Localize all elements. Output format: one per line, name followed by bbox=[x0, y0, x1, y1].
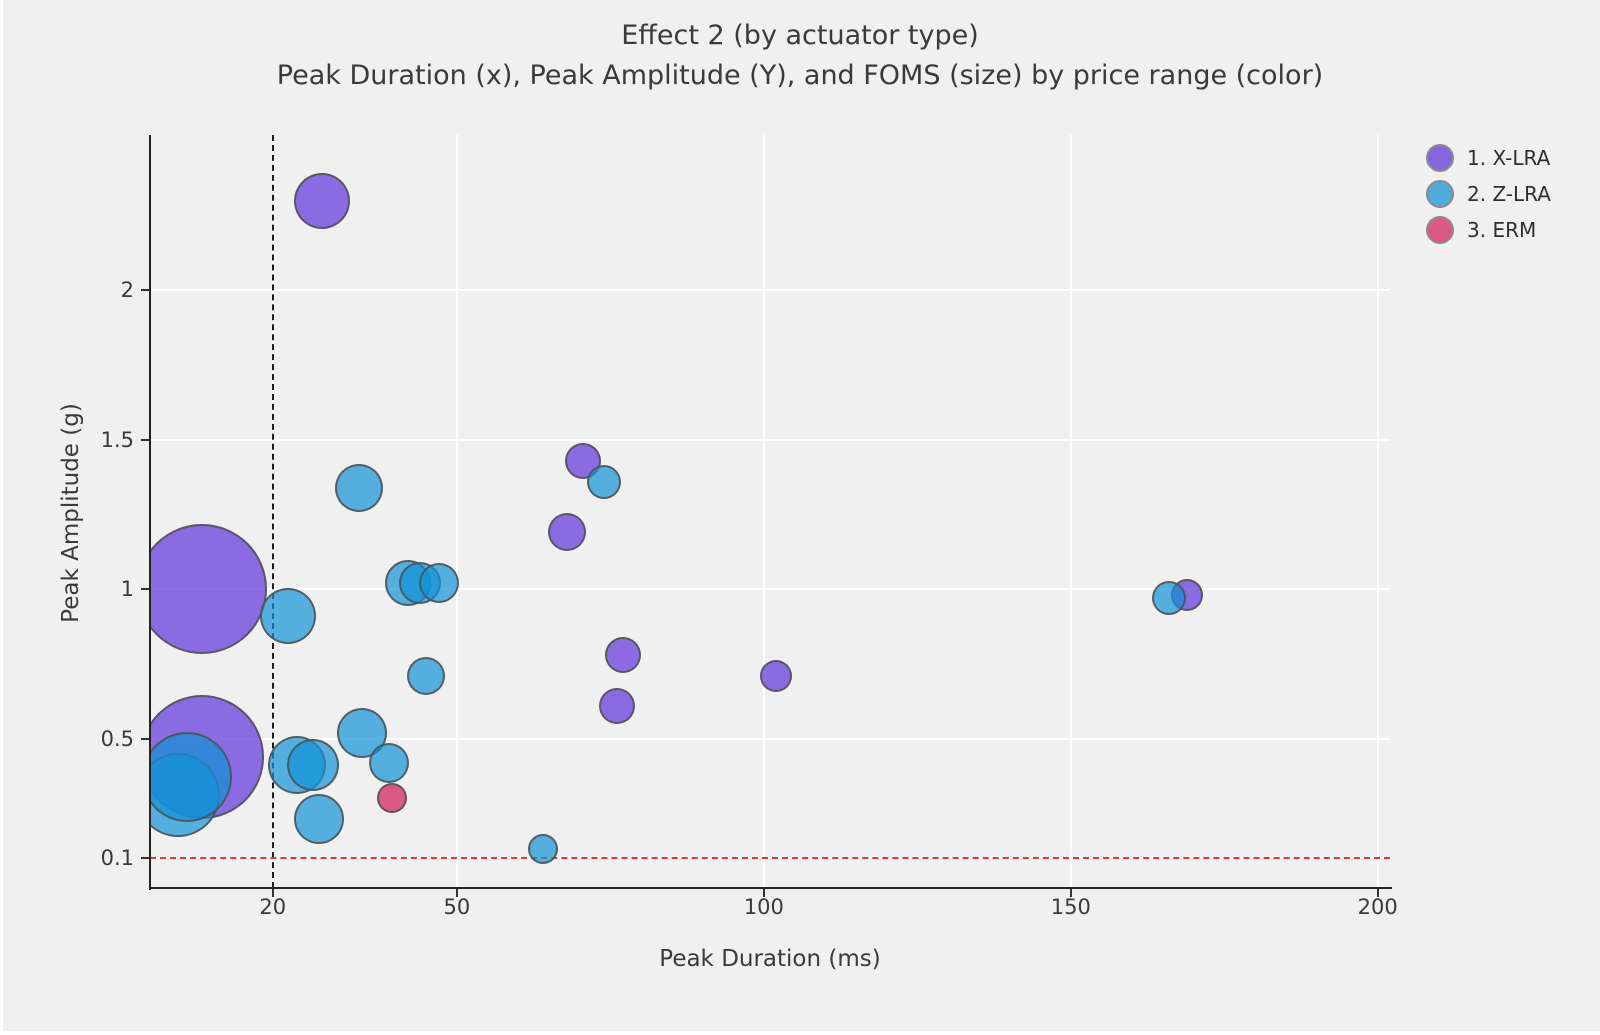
gridline-x bbox=[1069, 135, 1072, 888]
x-tick-label: 100 bbox=[743, 895, 784, 919]
y-tick-mark bbox=[141, 289, 149, 292]
y-tick-label: 0.5 bbox=[100, 726, 134, 751]
bubble bbox=[369, 742, 410, 783]
bubble bbox=[407, 656, 446, 695]
y-tick-mark bbox=[141, 588, 149, 591]
x-axis-label: Peak Duration (ms) bbox=[659, 946, 881, 972]
y-tick-label: 1.5 bbox=[100, 427, 134, 452]
bubble bbox=[293, 172, 350, 229]
bubble bbox=[587, 464, 622, 499]
legend-label: 3. ERM bbox=[1467, 218, 1537, 242]
legend-row: 3. ERM bbox=[1426, 216, 1551, 244]
bubble bbox=[598, 687, 635, 724]
y-axis-spine bbox=[149, 135, 151, 890]
legend-marker-icon bbox=[1426, 216, 1454, 244]
x-tick-mark bbox=[1376, 889, 1379, 897]
bubble bbox=[334, 463, 383, 512]
bubble bbox=[293, 794, 344, 845]
bubble bbox=[286, 739, 339, 792]
y-tick-label: 2 bbox=[120, 278, 134, 303]
x-tick-label: 200 bbox=[1357, 895, 1398, 919]
bubble bbox=[527, 834, 558, 865]
y-tick-label: 0.1 bbox=[100, 846, 134, 871]
bubble bbox=[150, 524, 268, 655]
y-axis-label: Peak Amplitude (g) bbox=[58, 403, 84, 623]
y-tick-label: 1 bbox=[120, 577, 134, 602]
vertical-dashed-refline bbox=[271, 135, 274, 888]
x-tick-mark bbox=[271, 889, 274, 897]
figure-edge-bottom bbox=[0, 1031, 1600, 1035]
legend: 1. X-LRA 2. Z-LRA 3. ERM bbox=[1426, 144, 1551, 244]
gridline-y bbox=[150, 737, 1390, 740]
bubble bbox=[150, 732, 232, 823]
gridline-y bbox=[150, 438, 1390, 441]
x-tick-label: 20 bbox=[259, 895, 287, 919]
chart-title-block: Effect 2 (by actuator type) Peak Duratio… bbox=[0, 16, 1600, 96]
bubble bbox=[604, 636, 641, 673]
y-tick-mark bbox=[141, 438, 149, 441]
legend-row: 2. Z-LRA bbox=[1426, 180, 1551, 208]
legend-marker-icon bbox=[1426, 180, 1454, 208]
gridline-x bbox=[1376, 135, 1379, 888]
x-tick-label: 150 bbox=[1050, 895, 1091, 919]
chart-subtitle: Peak Duration (x), Peak Amplitude (Y), a… bbox=[276, 60, 1324, 91]
legend-row: 1. X-LRA bbox=[1426, 144, 1551, 172]
x-tick-label: 50 bbox=[443, 895, 471, 919]
x-tick-mark bbox=[455, 889, 458, 897]
x-tick-mark bbox=[762, 889, 765, 897]
bubble bbox=[1152, 581, 1186, 616]
horizontal-dashed-refline bbox=[150, 857, 1390, 860]
bubble bbox=[418, 563, 459, 604]
figure-edge-left bbox=[0, 0, 3, 1035]
legend-label: 2. Z-LRA bbox=[1467, 182, 1551, 206]
bubble bbox=[377, 783, 408, 814]
gridline-y bbox=[150, 289, 1390, 292]
y-tick-mark bbox=[141, 737, 149, 740]
x-axis-spine bbox=[149, 887, 1392, 889]
plot-area bbox=[150, 135, 1390, 888]
bubble bbox=[760, 659, 793, 692]
legend-marker-icon bbox=[1426, 144, 1454, 172]
x-tick-mark bbox=[1069, 889, 1072, 897]
legend-label: 1. X-LRA bbox=[1467, 146, 1551, 170]
bubble bbox=[260, 588, 317, 645]
gridline-x bbox=[455, 135, 458, 888]
gridline-x bbox=[762, 135, 765, 888]
chart-title: Effect 2 (by actuator type) bbox=[621, 20, 979, 51]
y-tick-mark bbox=[141, 857, 149, 860]
bubble bbox=[548, 513, 587, 552]
gridline-y bbox=[150, 588, 1390, 591]
